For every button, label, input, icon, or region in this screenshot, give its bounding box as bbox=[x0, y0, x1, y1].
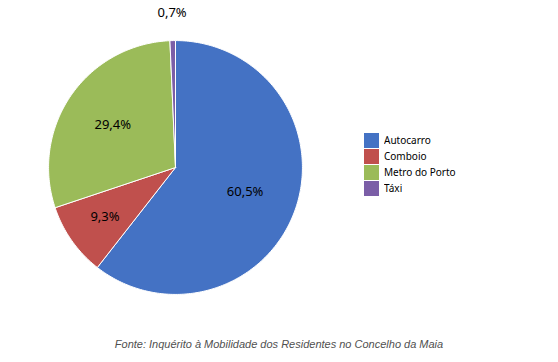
svg-text:9,3%: 9,3% bbox=[90, 207, 119, 225]
svg-text:60,5%: 60,5% bbox=[227, 182, 264, 200]
html-text:Fonte: Inquérito à Mobilidade: Fonte: Inquérito à Mobilidade dos Reside… bbox=[114, 338, 444, 350]
svg-text:29,4%: 29,4% bbox=[94, 115, 131, 133]
html-text:Comboio: Comboio bbox=[384, 149, 427, 163]
html-text:Autocarro: Autocarro bbox=[384, 133, 431, 147]
html-text:Táxi: Táxi bbox=[384, 181, 403, 195]
svg-text:0,7%: 0,7% bbox=[158, 3, 187, 21]
html-text:Metro do Porto: Metro do Porto bbox=[384, 165, 456, 179]
